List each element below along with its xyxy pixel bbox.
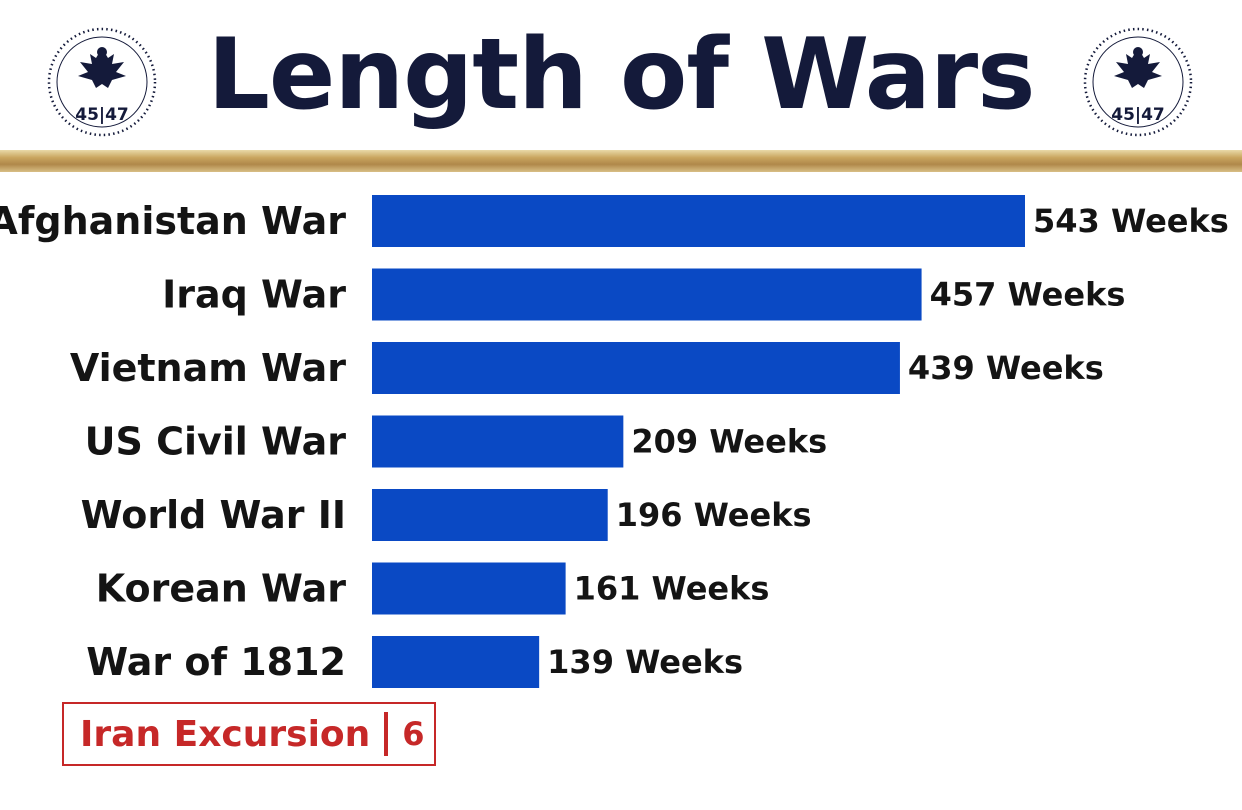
- category-label: Vietnam War: [70, 346, 346, 390]
- value-label: 457 Weeks: [930, 276, 1126, 314]
- value-label: 196 Weeks: [616, 496, 812, 534]
- callout-separator: [384, 712, 389, 756]
- bar-chart: Afghanistan War 543 Weeks Iraq War 457 Week…: [0, 195, 1229, 688]
- value-label: 161 Weeks: [574, 570, 770, 608]
- callout-label: Iran Excursion: [80, 713, 371, 755]
- page-title: Length of Wars: [207, 18, 1035, 132]
- presidential-seal-icon: 45|47: [47, 27, 157, 137]
- bar: [372, 415, 624, 468]
- bar: [372, 342, 900, 394]
- bar: [372, 636, 540, 688]
- category-label: Korean War: [96, 567, 347, 611]
- value-label: 139 Weeks: [547, 643, 743, 681]
- seal-text-right: 45|47: [1111, 105, 1165, 125]
- bar: [372, 489, 608, 541]
- value-label: 209 Weeks: [631, 423, 827, 461]
- value-label: 439 Weeks: [908, 349, 1104, 387]
- presidential-seal-icon: 45|47: [1083, 27, 1193, 137]
- callout-value: 6: [402, 715, 425, 753]
- bar: [372, 195, 1025, 247]
- seal-text-left: 45|47: [75, 105, 129, 125]
- iran-excursion-callout: Iran Excursion 6: [62, 702, 436, 766]
- bar: [372, 268, 922, 321]
- category-label: War of 1812: [86, 640, 346, 684]
- value-label: 543 Weeks: [1033, 202, 1229, 240]
- gold-divider: [0, 150, 1242, 172]
- category-label: Afghanistan War: [0, 199, 346, 243]
- category-label: Iraq War: [162, 273, 346, 317]
- bar: [372, 562, 566, 615]
- category-label: World War II: [81, 493, 346, 537]
- category-label: US Civil War: [85, 420, 347, 464]
